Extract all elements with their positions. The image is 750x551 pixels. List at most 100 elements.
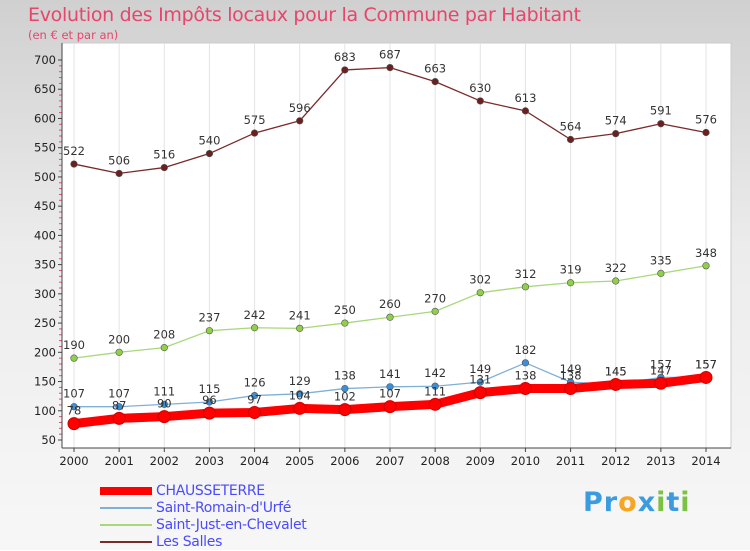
data-point	[702, 262, 710, 270]
data-point	[112, 411, 126, 425]
data-point	[566, 279, 575, 287]
logo-letter: t	[666, 487, 681, 518]
data-point	[609, 377, 623, 391]
data-label: 190	[63, 338, 85, 352]
data-label: 270	[424, 291, 446, 305]
data-point	[67, 417, 81, 431]
data-point	[702, 128, 710, 137]
data-label: 111	[153, 384, 175, 398]
y-tick-label: 500	[34, 170, 56, 184]
data-label: 157	[695, 357, 717, 371]
data-point	[386, 313, 394, 321]
x-tick-label: 2009	[466, 454, 495, 468]
data-point	[70, 160, 78, 168]
data-label: 574	[605, 114, 627, 128]
logo-letter: i	[680, 487, 691, 518]
data-label: 516	[153, 148, 175, 162]
data-label: 149	[560, 362, 582, 376]
y-tick-label: 100	[34, 404, 56, 418]
data-point	[431, 307, 439, 315]
data-point	[383, 400, 397, 414]
chart-subtitle: (en € et par an)	[28, 28, 119, 42]
data-point	[476, 289, 484, 297]
y-tick-label: 650	[34, 82, 56, 96]
data-point	[205, 398, 214, 406]
data-point	[564, 382, 578, 396]
data-point	[566, 135, 575, 144]
x-tick-label: 2010	[511, 454, 540, 468]
y-tick-label: 200	[34, 345, 56, 359]
data-label: 157	[695, 357, 717, 371]
data-label: 335	[650, 253, 672, 267]
data-label: 237	[198, 311, 220, 325]
data-point	[473, 386, 487, 400]
data-label: 319	[560, 263, 582, 277]
legend-label-les-salles: Les Salles	[156, 534, 223, 550]
data-point	[341, 319, 349, 327]
x-tick-label: 2014	[691, 454, 720, 468]
y-tick-label: 50	[41, 433, 56, 447]
x-tick-label: 2007	[375, 454, 404, 468]
data-point	[160, 163, 168, 172]
proxiti-logo: Proxiti	[583, 487, 691, 518]
logo-letter: P	[583, 487, 604, 518]
x-tick-label: 2006	[330, 454, 359, 468]
y-tick-label: 450	[34, 199, 56, 213]
data-point	[521, 283, 530, 291]
data-point	[521, 107, 530, 115]
data-point	[70, 354, 78, 362]
data-label: 630	[469, 81, 491, 95]
data-point	[296, 324, 304, 332]
x-tick-label: 2005	[285, 454, 314, 468]
data-point	[296, 390, 304, 398]
data-label: 250	[334, 303, 356, 317]
data-point	[115, 403, 123, 411]
data-point	[521, 359, 530, 367]
data-label: 138	[560, 369, 582, 383]
data-point	[70, 403, 78, 411]
data-label: 208	[153, 328, 175, 342]
legend-swatch-chausseterre	[100, 487, 152, 495]
data-label: 575	[244, 113, 266, 127]
data-label: 613	[514, 91, 536, 105]
data-label: 104	[289, 388, 311, 402]
data-point	[248, 406, 262, 420]
data-label: 200	[108, 332, 130, 346]
x-tick-label: 2008	[421, 454, 450, 468]
data-label: 107	[63, 387, 85, 401]
y-tick-label: 700	[34, 53, 56, 67]
x-tick-label: 2012	[601, 454, 630, 468]
data-point	[657, 269, 665, 277]
y-tick-label: 400	[34, 228, 56, 242]
data-label: 107	[108, 387, 130, 401]
x-tick-label: 2000	[59, 454, 88, 468]
legend-swatch-les-salles	[100, 541, 152, 543]
data-label: 78	[67, 404, 82, 418]
data-point	[250, 391, 259, 400]
data-label: 576	[695, 112, 717, 126]
legend-label-saint-romain: Saint-Romain-d'Urfé	[156, 500, 292, 516]
data-point	[293, 401, 307, 415]
data-point	[386, 383, 394, 391]
data-point	[205, 327, 214, 335]
data-point	[612, 130, 620, 138]
data-label: 102	[334, 390, 356, 404]
x-tick-label: 2011	[556, 454, 585, 468]
data-label: 157	[650, 357, 672, 371]
data-point	[202, 406, 216, 420]
data-label: 141	[379, 367, 401, 381]
logo-letter: x	[637, 487, 657, 518]
data-label: 312	[514, 267, 536, 281]
data-label: 138	[334, 369, 356, 383]
data-label: 260	[379, 297, 401, 311]
data-point	[431, 78, 439, 86]
data-label: 145	[605, 364, 627, 378]
data-point	[250, 324, 259, 332]
data-label: 87	[112, 398, 127, 412]
data-label: 90	[157, 397, 172, 411]
data-label: 111	[424, 384, 446, 398]
data-point	[476, 97, 484, 105]
y-tick-label: 250	[34, 316, 56, 330]
